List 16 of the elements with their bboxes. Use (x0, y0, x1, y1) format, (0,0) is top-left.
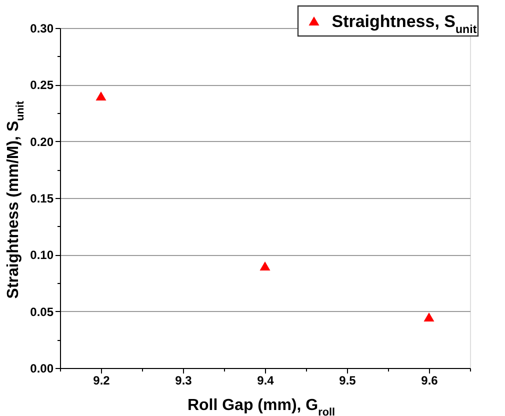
y-tick-label: 0.05 (30, 304, 54, 319)
y-tick-label: 0.00 (30, 362, 54, 376)
x-tick-label: 9.2 (93, 374, 110, 388)
y-tick-label: 0.15 (30, 192, 54, 206)
point (96, 91, 106, 101)
y-tick-label: 0.30 (30, 22, 54, 36)
y-tick-label: 0.20 (30, 134, 54, 149)
point (260, 261, 270, 271)
y-tick-label: 0.10 (30, 248, 54, 262)
y-axis-title: Straightness (mm/M), Sunit (5, 100, 27, 299)
x-tick-label: 9.4 (257, 374, 274, 388)
x-tick-label: 9.5 (339, 374, 356, 388)
x-tick-label: 9.6 (421, 374, 438, 388)
y-tick-label: 0.25 (30, 78, 54, 92)
point (424, 312, 434, 322)
x-tick-label: 9.3 (175, 374, 192, 388)
